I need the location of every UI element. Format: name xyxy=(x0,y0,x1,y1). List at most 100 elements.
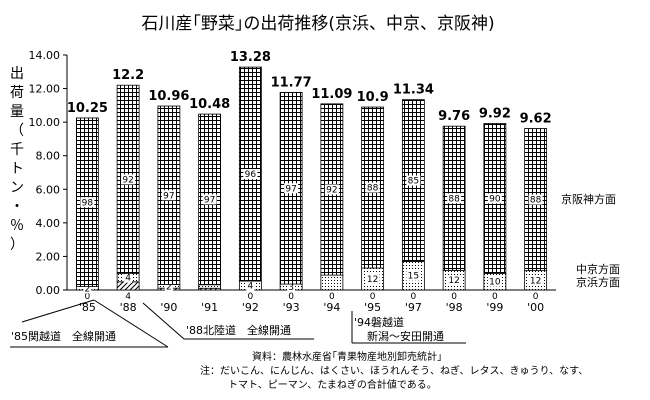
bar-total-label: 9.62 xyxy=(520,112,552,127)
pct-label: 10 xyxy=(489,278,501,288)
y-tick-label: 10.00 xyxy=(29,116,61,129)
pct-label: 88 xyxy=(448,194,460,204)
pct-label: 15 xyxy=(408,272,419,282)
chart-title: 石川産｢野菜｣の出荷推移(京浜、中京、京阪神) xyxy=(141,14,494,34)
pct-label-bg xyxy=(365,182,380,193)
x-tick-label: '91 xyxy=(201,301,218,314)
bars: 029810.25449212.229710.969710.48049613.2… xyxy=(67,50,552,302)
pct-label: 4 xyxy=(248,282,254,292)
pct-label: 0 xyxy=(492,292,498,302)
pct-label-bg xyxy=(324,184,339,195)
pct-label-bg xyxy=(80,197,95,208)
pct-label-bg xyxy=(327,291,336,301)
y-tick-label: 8.00 xyxy=(36,150,61,163)
y-tick-label: 14.00 xyxy=(29,49,61,62)
pct-label: 2 xyxy=(166,282,172,292)
pct-label-bg xyxy=(121,174,136,185)
bar-total-label: 10.48 xyxy=(189,97,230,112)
y-axis-label-char: ％ xyxy=(10,218,24,234)
pct-label: 97 xyxy=(204,195,215,205)
pct-label-bg xyxy=(531,291,540,301)
y-axis-label-char: 量 xyxy=(10,104,24,120)
y-axis-label-char: 千 xyxy=(10,142,24,158)
x-tick-label: '00 xyxy=(527,301,544,314)
x-tick-label: '85 xyxy=(79,301,96,314)
pct-label-bg xyxy=(487,193,502,204)
pct-label: 12 xyxy=(530,276,541,286)
y-axis-label-char: （ xyxy=(10,123,24,139)
pct-label-bg xyxy=(528,194,543,205)
bar-total-label: 9.92 xyxy=(479,106,511,121)
pct-label-bg xyxy=(287,282,296,293)
annotation-banetsu: '94磐越道 xyxy=(354,315,404,329)
note-line-2: トマト、ピーマン、たまねぎの合計値である。 xyxy=(228,378,437,391)
bar-total-label: 9.76 xyxy=(438,109,470,124)
legend-chukyo: 中京方面 xyxy=(576,262,620,276)
x-tick-label: '95 xyxy=(364,301,381,314)
pct-label: 88 xyxy=(530,196,542,206)
bar-total-label: 10.25 xyxy=(67,101,108,116)
bar-segment-chukyo xyxy=(320,274,344,291)
pct-label: 4 xyxy=(125,274,131,284)
bar-total-label: 12.2 xyxy=(112,68,144,83)
y-axis-label-char: 出 xyxy=(10,66,24,82)
y-axis-label: 出荷量 （ 千トン・ ％ ） xyxy=(10,66,24,253)
pct-label-bg xyxy=(287,291,296,301)
x-tick-labels: '85 '88 '90 '91 '92 '93 '94 '95 '97 '98 '99 '00 xyxy=(79,301,544,314)
pct-label: 0 xyxy=(85,292,91,302)
pct-label: 92 xyxy=(122,175,133,185)
pct-label-bg xyxy=(124,272,133,283)
annotation-hokuriku: '88北陸道 全線開通 xyxy=(186,323,291,337)
bar-total-label: 13.28 xyxy=(230,50,271,65)
pct-label-bg xyxy=(528,275,543,286)
y-ticks: 0.00 2.00 4.00 6.00 8.00 10.00 12.00 14.00 xyxy=(29,49,67,297)
annotation-kanetsu: '85関越道 全線開通 xyxy=(11,329,116,343)
pct-label-bg xyxy=(83,283,92,294)
y-axis-label-char: ） xyxy=(10,237,24,253)
pct-label-bg xyxy=(406,270,421,281)
pct-label: 92 xyxy=(326,185,337,195)
y-axis-label-char: ン xyxy=(10,180,24,196)
annotations: '85関越道 全線開通 '88北陸道 全線開通 '94磐越道 新潟～安田開通 xyxy=(10,299,466,348)
y-axis-label-char: ト xyxy=(10,161,24,177)
pct-label: 12 xyxy=(448,276,459,286)
legend-keihin: 京浜方面 xyxy=(576,275,620,289)
bar-total-label: 10.96 xyxy=(148,89,189,104)
annotation-hokuriku-pointer xyxy=(142,302,185,340)
y-tick-label: 2.00 xyxy=(36,250,61,263)
y-tick-label: 12.00 xyxy=(29,83,61,96)
annotation-kanetsu-pointer xyxy=(93,299,169,348)
pct-label-bg xyxy=(409,291,418,301)
footnote: 資料：農林水産省｢青果物産地別卸売統計｣ 注：だいこん、にんじん、はくさい、ほう… xyxy=(200,350,588,391)
pct-label-bg xyxy=(487,276,502,287)
pct-label: 2 xyxy=(85,284,91,294)
pct-label: 4 xyxy=(125,292,131,302)
pct-label-bg xyxy=(450,291,459,301)
pct-label: 0 xyxy=(248,292,254,302)
pct-label-bg xyxy=(447,193,462,204)
pct-label: 96 xyxy=(245,170,257,180)
pct-label: 0 xyxy=(411,292,417,302)
annotation-banetsu-2: 新潟～安田開通 xyxy=(367,329,444,343)
x-tick-label: '97 xyxy=(405,301,422,314)
pct-label-bg xyxy=(406,175,421,186)
pct-label: 85 xyxy=(408,177,419,187)
pct-label-bg xyxy=(246,280,255,291)
note-line-1: 注：だいこん、にんじん、はくさい、ほうれんそう、ねぎ、レタス、きゅうり、なす、 xyxy=(200,364,588,377)
legend: 京阪神方面 中京方面 京浜方面 xyxy=(561,192,620,289)
y-tick-label: 4.00 xyxy=(36,217,61,230)
bar-total-label: 10.9 xyxy=(357,90,389,105)
y-tick-label: 6.00 xyxy=(36,183,61,196)
pct-label: 0 xyxy=(288,292,294,302)
pct-label-bg xyxy=(490,291,499,301)
pct-label: 98 xyxy=(82,198,94,208)
pct-label: 97 xyxy=(285,184,296,194)
pct-label: 0 xyxy=(451,292,457,302)
pct-label: 0 xyxy=(370,292,376,302)
pct-label-bg xyxy=(447,275,462,286)
annotation-kanetsu-pointer-2 xyxy=(21,299,95,323)
legend-keihanshin: 京阪神方面 xyxy=(561,192,616,206)
pct-label-bg xyxy=(83,291,92,301)
pct-label-bg xyxy=(164,281,173,292)
